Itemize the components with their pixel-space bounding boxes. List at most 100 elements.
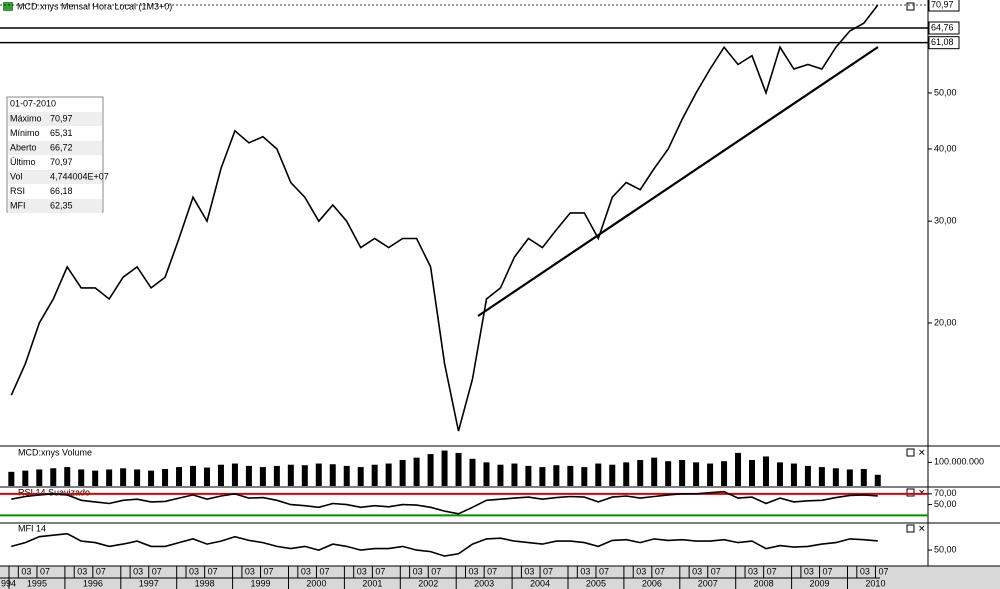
month-label: 03 — [133, 566, 143, 576]
month-label: 07 — [599, 566, 609, 576]
price-level-label: 64,76 — [931, 22, 954, 32]
volume-bar — [190, 465, 197, 486]
info-value: 70,97 — [50, 157, 73, 167]
info-row-band — [8, 141, 102, 155]
month-label: 03 — [524, 566, 534, 576]
year-label: 1995 — [27, 578, 47, 588]
month-label: 07 — [375, 566, 385, 576]
month-label: 07 — [40, 566, 50, 576]
year-label: 2009 — [810, 578, 830, 588]
info-value: 62,35 — [50, 200, 73, 210]
volume-bar — [273, 465, 280, 486]
price-level-label: 61,08 — [931, 37, 954, 47]
month-label: 07 — [878, 566, 888, 576]
month-label: 03 — [21, 566, 31, 576]
year-label: 2005 — [586, 578, 606, 588]
month-label: 07 — [96, 566, 106, 576]
month-label: 07 — [431, 566, 441, 576]
month-label: 07 — [208, 566, 218, 576]
y-tick-label: 50,00 — [934, 499, 957, 509]
price-line — [10, 4, 879, 432]
volume-bar — [609, 464, 616, 486]
info-label: RSI — [10, 186, 25, 196]
year-label: 2004 — [530, 578, 550, 588]
month-label: 07 — [655, 566, 665, 576]
month-label: 03 — [245, 566, 255, 576]
volume-bar — [818, 467, 825, 486]
month-label: 07 — [823, 566, 833, 576]
maximize-button[interactable] — [906, 448, 915, 457]
volume-bar — [679, 460, 686, 486]
month-label: 03 — [469, 566, 479, 576]
volume-bar — [78, 469, 85, 486]
volume-bar — [22, 470, 29, 486]
volume-bar — [776, 462, 783, 486]
volume-title: MCD:xnys Volume — [18, 447, 92, 457]
volume-bar — [385, 463, 392, 486]
volume-bar — [721, 461, 728, 486]
year-label: 2003 — [474, 578, 494, 588]
month-label: 03 — [189, 566, 199, 576]
volume-bar — [301, 465, 308, 486]
volume-bar — [203, 467, 210, 486]
info-row-band — [8, 199, 102, 213]
volume-bar — [162, 468, 169, 486]
close-button[interactable]: ✕ — [918, 487, 926, 497]
volume-bar — [497, 464, 504, 486]
y-tick-label: 20,00 — [934, 317, 957, 327]
volume-bar — [623, 462, 630, 486]
year-label: 2002 — [418, 578, 438, 588]
close-button[interactable]: ✕ — [918, 447, 926, 457]
maximize-button[interactable] — [906, 2, 915, 11]
volume-bar — [106, 469, 113, 486]
volume-bar — [357, 467, 364, 486]
volume-bar — [651, 457, 658, 486]
volume-bar — [371, 464, 378, 486]
info-label: Aberto — [10, 142, 37, 152]
volume-bar — [832, 468, 839, 486]
volume-bar — [790, 463, 797, 486]
symbol-icon — [3, 2, 13, 11]
price-level-box — [928, 0, 960, 12]
mfi-line — [11, 532, 878, 557]
volume-bar — [36, 469, 43, 486]
info-box: 01-07-2010 Máximo 70,97 Mínimo 65,31 Aberto 6… — [6, 96, 109, 213]
volume-bar — [134, 469, 141, 486]
month-label: 07 — [264, 566, 274, 576]
info-value: 66,72 — [50, 142, 73, 152]
year-label: 1997 — [139, 578, 159, 588]
volume-bar — [553, 465, 560, 486]
info-label: Máximo — [10, 113, 42, 123]
year-label: 2010 — [865, 578, 885, 588]
info-row-band — [8, 170, 102, 184]
volume-bar — [665, 461, 672, 486]
close-button[interactable]: ✕ — [918, 523, 926, 533]
month-label: 03 — [413, 566, 423, 576]
maximize-button[interactable] — [906, 488, 915, 497]
volume-bar — [762, 456, 769, 486]
month-label: 03 — [357, 566, 367, 576]
trend-line — [477, 46, 879, 317]
chart-title: MCD:xnys Mensal Hora Local (1M3+0) — [17, 1, 172, 11]
volume-bar — [92, 470, 99, 486]
y-tick-label: 40,00 — [934, 143, 957, 153]
year-label: 2001 — [362, 578, 382, 588]
volume-bar — [804, 465, 811, 486]
info-label: Último — [10, 157, 36, 167]
volume-bar — [287, 464, 294, 486]
year-label: 1996 — [83, 578, 103, 588]
volume-bar — [50, 468, 57, 486]
month-label: 07 — [543, 566, 553, 576]
volume-bar — [413, 457, 420, 486]
month-label: 03 — [580, 566, 590, 576]
volume-bar — [637, 460, 644, 486]
volume-bar — [567, 465, 574, 486]
y-tick-label: 50,00 — [934, 87, 957, 97]
maximize-button[interactable] — [906, 524, 915, 533]
volume-bar — [469, 458, 476, 486]
volume-bar — [693, 462, 700, 486]
price-level-box — [928, 36, 960, 50]
